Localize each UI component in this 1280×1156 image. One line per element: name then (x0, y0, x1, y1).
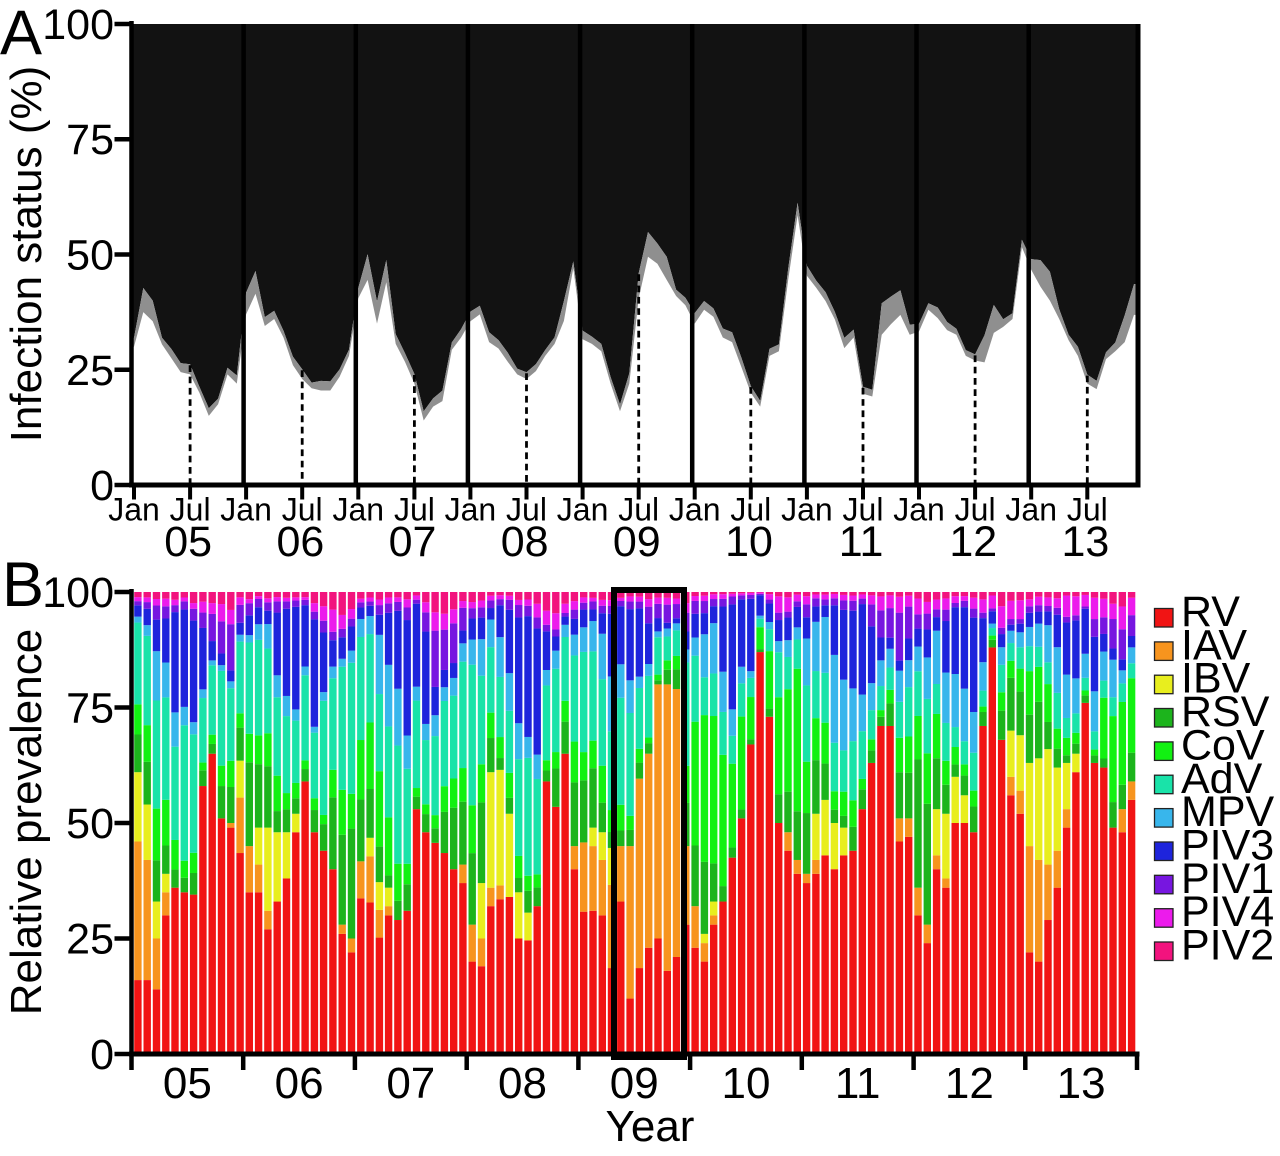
svg-text:06: 06 (276, 518, 324, 566)
svg-text:10: 10 (722, 1059, 771, 1108)
svg-text:50: 50 (66, 232, 114, 280)
svg-text:IAV: IAV (1181, 621, 1247, 669)
svg-text:05: 05 (164, 518, 212, 566)
svg-text:RSV: RSV (1181, 688, 1270, 736)
svg-text:Jan: Jan (220, 492, 272, 528)
svg-text:09: 09 (613, 518, 661, 566)
svg-text:A: A (0, 0, 42, 68)
svg-text:Jan: Jan (1005, 492, 1057, 528)
svg-text:Year: Year (606, 1102, 695, 1151)
svg-text:25: 25 (66, 916, 114, 964)
svg-text:Jul: Jul (843, 492, 884, 528)
svg-text:AdV: AdV (1181, 755, 1263, 803)
svg-text:Jan: Jan (445, 492, 497, 528)
svg-text:Jul: Jul (506, 492, 547, 528)
svg-text:RV: RV (1181, 588, 1240, 636)
svg-text:Jan: Jan (108, 492, 160, 528)
svg-text:13: 13 (1061, 518, 1109, 566)
svg-text:75: 75 (66, 116, 114, 164)
svg-text:Relative prevalence: Relative prevalence (2, 629, 51, 1015)
svg-text:MPV: MPV (1181, 788, 1275, 836)
svg-text:Jan: Jan (557, 492, 609, 528)
svg-text:07: 07 (389, 518, 437, 566)
svg-text:Jul: Jul (618, 492, 659, 528)
svg-text:B: B (2, 550, 44, 620)
svg-text:Jul: Jul (955, 492, 996, 528)
svg-text:100: 100 (42, 569, 114, 617)
svg-text:Jul: Jul (170, 492, 211, 528)
svg-text:PIV2: PIV2 (1181, 922, 1274, 970)
svg-text:12: 12 (945, 1059, 994, 1108)
svg-text:Jul: Jul (282, 492, 323, 528)
svg-text:Jan: Jan (781, 492, 833, 528)
svg-text:11: 11 (839, 518, 884, 566)
svg-text:CoV: CoV (1181, 721, 1265, 769)
svg-text:13: 13 (1057, 1059, 1106, 1108)
svg-text:10: 10 (725, 518, 773, 566)
svg-text:11: 11 (835, 1059, 881, 1108)
svg-text:Jan: Jan (893, 492, 945, 528)
svg-text:Jul: Jul (1067, 492, 1108, 528)
svg-text:PIV1: PIV1 (1181, 855, 1274, 903)
svg-text:PIV3: PIV3 (1181, 822, 1274, 870)
svg-text:Jan: Jan (333, 492, 385, 528)
svg-text:12: 12 (949, 518, 997, 566)
svg-text:Infection status (%): Infection status (%) (2, 66, 51, 443)
svg-text:09: 09 (610, 1059, 659, 1108)
svg-text:Jul: Jul (394, 492, 435, 528)
svg-text:Jan: Jan (669, 492, 721, 528)
svg-text:100: 100 (42, 1, 114, 49)
svg-text:08: 08 (501, 518, 549, 566)
svg-text:IBV: IBV (1181, 655, 1251, 703)
svg-text:50: 50 (66, 800, 114, 848)
svg-text:06: 06 (275, 1059, 324, 1108)
svg-text:05: 05 (163, 1059, 212, 1108)
svg-text:75: 75 (66, 685, 114, 733)
svg-text:Jul: Jul (730, 492, 771, 528)
svg-text:25: 25 (66, 347, 114, 395)
svg-text:08: 08 (498, 1059, 547, 1108)
svg-text:07: 07 (386, 1059, 435, 1108)
svg-text:PIV4: PIV4 (1181, 888, 1274, 936)
svg-text:0: 0 (90, 1031, 114, 1079)
svg-text:0: 0 (90, 462, 114, 510)
